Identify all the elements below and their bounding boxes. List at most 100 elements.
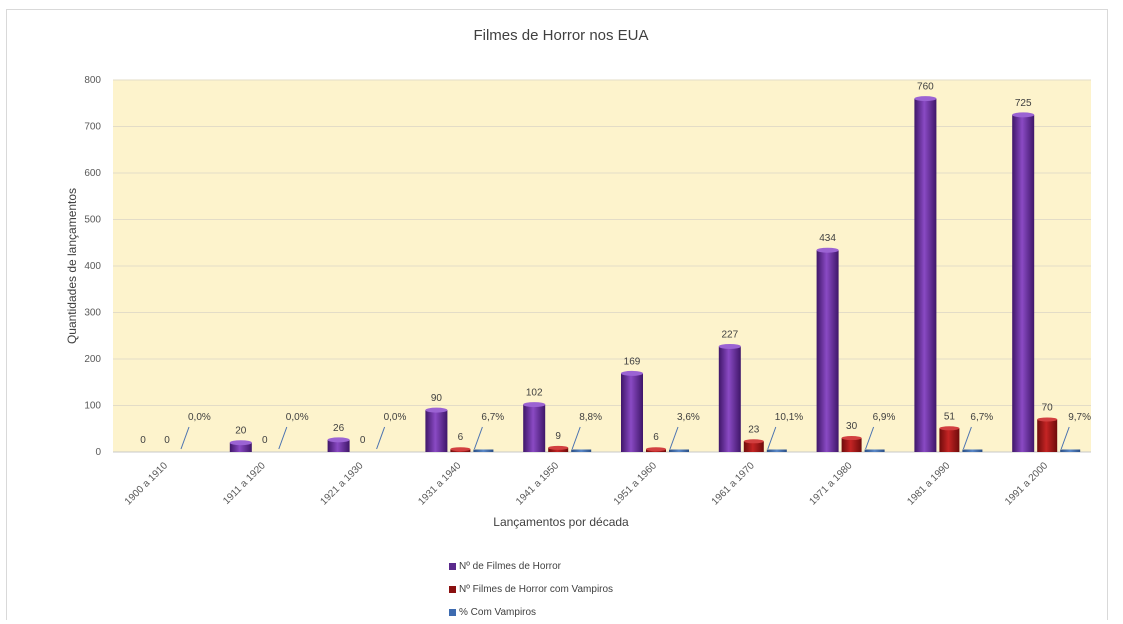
bar-vampiros — [743, 441, 764, 452]
data-label-vampiros: 0 — [360, 435, 366, 446]
data-label-vampiros: 6 — [458, 432, 464, 443]
x-tick-label: 1951 a 1960 — [612, 460, 659, 507]
legend-swatch-vampiros — [449, 586, 456, 593]
bar-vampiros — [939, 428, 960, 452]
x-tick-label: 1900 a 1910 — [123, 460, 170, 507]
y-tick-label: 700 — [84, 122, 101, 133]
leader-line-percent — [669, 426, 679, 450]
bar-vampiros-cap — [743, 439, 764, 444]
bar-horror — [229, 442, 252, 452]
legend: Nº de Filmes de Horror Nº Filmes de Horr… — [449, 555, 709, 624]
bar-horror — [914, 98, 937, 452]
data-label-horror: 26 — [333, 423, 345, 434]
bar-percent — [766, 449, 787, 452]
leader-line-percent — [180, 426, 190, 450]
data-label-percent: 6,9% — [873, 412, 896, 423]
legend-label-horror: Nº de Filmes de Horror — [459, 561, 562, 572]
data-label-horror: 434 — [819, 233, 836, 244]
y-tick-label: 100 — [84, 401, 101, 412]
leader-line-percent — [1060, 426, 1070, 450]
bar-vampiros-cap — [548, 445, 569, 450]
bar-horror-cap — [425, 407, 448, 413]
data-label-percent: 6,7% — [970, 412, 993, 423]
x-tick-label: 1941 a 1950 — [514, 460, 561, 507]
y-tick-label: 300 — [84, 308, 101, 319]
bar-horror-cap — [914, 96, 937, 102]
legend-swatch-percent — [449, 609, 456, 616]
y-axis-ticks: 0 100 200 300 400 500 600 700 800 — [84, 75, 101, 458]
data-label-horror: 102 — [526, 388, 543, 399]
y-tick-label: 200 — [84, 354, 101, 365]
bar-horror-cap — [327, 437, 350, 443]
chart-title: Filmes de Horror nos EUA — [473, 27, 648, 44]
x-tick-label: 1911 a 1920 — [221, 460, 268, 507]
data-label-vampiros: 30 — [846, 421, 858, 432]
bar-percent — [962, 449, 983, 452]
chart-frame — [6, 9, 1108, 620]
bar-horror — [621, 373, 643, 452]
data-label-vampiros: 6 — [653, 432, 659, 443]
leader-line-percent — [767, 426, 777, 450]
bar-vampiros-cap — [939, 426, 960, 431]
bar-percent — [1060, 449, 1081, 452]
x-tick-label: 1981 a 1990 — [905, 460, 952, 507]
data-label-vampiros: 0 — [164, 435, 170, 446]
leader-line-percent — [962, 426, 972, 450]
legend-item-percent: % Com Vampiros — [449, 601, 709, 624]
y-tick-label: 500 — [84, 215, 101, 226]
data-label-horror: 725 — [1015, 98, 1032, 109]
data-label-vampiros: 51 — [944, 411, 956, 422]
y-tick-label: 0 — [95, 447, 101, 458]
bar-percent — [669, 449, 689, 452]
data-label-percent: 3,6% — [677, 412, 700, 423]
bar-vampiros-cap — [450, 447, 471, 452]
bar-horror-cap — [718, 343, 741, 349]
x-tick-label: 1991 a 2000 — [1003, 460, 1050, 507]
bar-horror — [425, 410, 448, 452]
bar-horror-cap — [621, 370, 643, 376]
legend-item-horror: Nº de Filmes de Horror — [449, 555, 709, 578]
data-label-vampiros: 9 — [555, 431, 561, 442]
bar-vampiros-cap — [841, 436, 862, 441]
bar-horror-cap — [1012, 112, 1035, 118]
y-tick-label: 800 — [84, 75, 101, 86]
data-label-percent: 8,8% — [579, 412, 602, 423]
data-label-percent: 10,1% — [775, 412, 803, 423]
data-label-percent: 9,7% — [1068, 412, 1091, 423]
data-label-horror: 90 — [431, 393, 443, 404]
data-label-horror: 227 — [721, 329, 738, 340]
legend-item-vampiros: Nº Filmes de Horror com Vampiros — [449, 578, 709, 601]
bar-horror — [327, 439, 350, 452]
legend-label-percent: % Com Vampiros — [459, 607, 537, 618]
bar-horror — [718, 346, 741, 452]
bar-horror — [1012, 114, 1035, 452]
data-label-vampiros: 0 — [262, 435, 268, 446]
leader-line-percent — [473, 426, 483, 450]
bar-vampiros-cap — [646, 447, 666, 452]
legend-label-vampiros: Nº Filmes de Horror com Vampiros — [459, 584, 614, 595]
data-label-percent: 0,0% — [188, 412, 211, 423]
bar-horror-cap — [523, 402, 546, 408]
bar-horror — [523, 404, 546, 452]
data-label-vampiros: 70 — [1042, 402, 1054, 413]
bar-vampiros — [841, 438, 862, 452]
x-tick-label: 1971 a 1980 — [808, 460, 855, 507]
data-label-horror: 760 — [917, 82, 934, 93]
x-tick-label: 1961 a 1970 — [710, 460, 757, 507]
y-tick-label: 400 — [84, 261, 101, 272]
bars: 0 0 0,0% 20 0 0,0% 26 0 0,0% 90 6 6,7% 102 9 8,8% 169 6 3… — [140, 82, 1091, 452]
data-label-percent: 0,0% — [286, 412, 309, 423]
data-label-percent: 0,0% — [384, 412, 407, 423]
x-axis-ticks: 1900 a 1910 1911 a 1920 1921 a 1930 1931 a … — [123, 460, 1051, 507]
leader-line-percent — [865, 426, 875, 450]
bar-horror-cap — [816, 247, 839, 253]
data-label-horror: 0 — [140, 435, 146, 446]
leader-line-percent — [278, 426, 288, 450]
data-label-vampiros: 23 — [748, 424, 760, 435]
x-axis-label: Lançamentos por década — [493, 515, 629, 529]
bar-percent — [571, 449, 592, 452]
bar-horror — [816, 250, 839, 452]
bar-percent — [864, 449, 885, 452]
bar-percent — [473, 449, 494, 452]
